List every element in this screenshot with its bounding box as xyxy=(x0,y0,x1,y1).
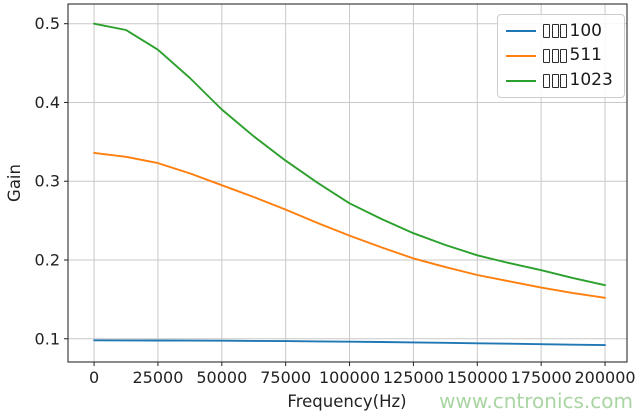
legend-item: 100 xyxy=(506,20,616,41)
legend-swatch-orange xyxy=(506,54,536,57)
legend-item: 511 xyxy=(506,47,616,64)
x-tick-label: 150000 xyxy=(447,368,508,387)
series-layer xyxy=(93,22,606,347)
missing-glyph-boxes xyxy=(543,73,569,88)
legend-label-text: 511 xyxy=(569,45,602,66)
legend-label-text: 1023 xyxy=(569,70,613,91)
missing-glyph-boxes xyxy=(543,48,569,63)
series-line-100 xyxy=(93,339,606,347)
missing-glyph-box xyxy=(551,48,559,63)
missing-glyph-box xyxy=(543,24,550,39)
missing-glyph-box xyxy=(543,73,550,88)
y-tick-label: 0.3 xyxy=(35,172,60,191)
missing-glyph-box xyxy=(560,48,567,63)
legend-label: 100 xyxy=(543,20,602,41)
x-tick-label: 50000 xyxy=(196,368,247,387)
y-tick-label: 0.4 xyxy=(35,93,60,112)
series-line-1023 xyxy=(93,22,606,287)
missing-glyph-box xyxy=(560,24,567,39)
missing-glyph-box xyxy=(543,48,550,63)
watermark: www.cntronics.com xyxy=(439,389,633,413)
y-tick-label: 0.5 xyxy=(35,14,60,33)
legend-label: 1023 xyxy=(543,72,613,89)
legend-label-text: 100 xyxy=(569,20,602,41)
x-tick-label: 0 xyxy=(89,368,99,387)
x-tick-label: 100000 xyxy=(319,368,380,387)
y-axis-label: Gain xyxy=(5,164,24,202)
legend-swatch-blue xyxy=(506,30,536,33)
y-tick-label: 0.2 xyxy=(35,250,60,269)
legend-label: 511 xyxy=(543,47,602,64)
missing-glyph-box xyxy=(551,24,559,39)
x-tick-label: 75000 xyxy=(260,368,311,387)
series-line-511 xyxy=(93,151,606,299)
x-tick-label: 200000 xyxy=(574,368,635,387)
y-tick-label: 0.1 xyxy=(35,329,60,348)
x-tick-label: 125000 xyxy=(383,368,444,387)
legend-swatch-green xyxy=(506,79,536,82)
missing-glyph-box xyxy=(560,73,567,88)
x-tick-label: 175000 xyxy=(511,368,572,387)
missing-glyph-box xyxy=(551,73,559,88)
missing-glyph-boxes xyxy=(543,24,569,39)
legend: 100 511 1023 xyxy=(497,14,625,98)
x-axis-label: Frequency(Hz) xyxy=(287,392,406,411)
legend-item: 1023 xyxy=(506,72,616,89)
plot-border xyxy=(67,3,628,363)
tick-layer: 0 25000 50000 75000 100000 125000 150000 175000… xyxy=(35,14,636,387)
x-tick-label: 25000 xyxy=(132,368,183,387)
